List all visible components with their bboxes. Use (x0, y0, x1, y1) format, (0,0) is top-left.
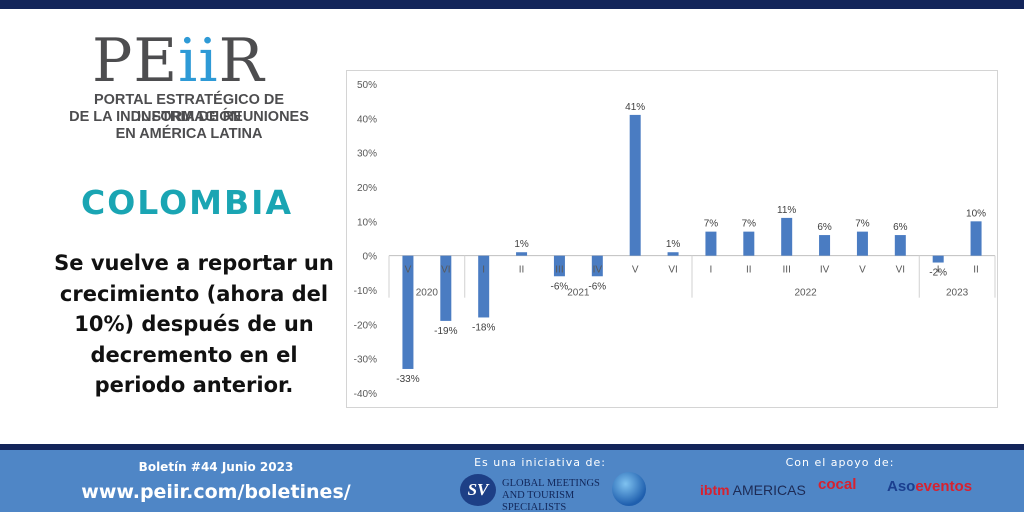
bar (781, 217, 793, 256)
bar (440, 255, 452, 321)
gmts-name: GLOBAL MEETINGS AND TOURISM SPECIALISTS (502, 478, 612, 512)
gmts-logo: SV GLOBAL MEETINGS AND TOURISM SPECIALIS… (460, 472, 650, 512)
y-tick-label: 30% (357, 149, 377, 160)
data-label: -6% (588, 281, 606, 292)
globe-icon (612, 472, 646, 506)
y-tick-label: 20% (357, 183, 377, 194)
data-label: 10% (966, 208, 986, 219)
x-tick-label: II (973, 265, 979, 276)
country-title: COLOMBIA (81, 183, 293, 222)
bar-chart-svg: 50% 40% 30% 20% 10% 0% -10% -20% -30% -40% -33% V -1… (354, 80, 996, 400)
bar (856, 231, 868, 256)
headline-text: Se vuelve a reportar un crecimiento (aho… (54, 251, 334, 397)
data-label: -6% (551, 281, 569, 292)
data-label: 7% (855, 219, 870, 230)
cocal-logo: cocal (818, 476, 857, 493)
data-label: 6% (893, 222, 908, 233)
footer-bar: Boletín #44 Junio 2023 www.peiir.com/bol… (0, 444, 1024, 512)
bar (819, 235, 831, 256)
x-tick-label: VI (896, 265, 905, 276)
bar (402, 255, 414, 369)
logo-tagline-line2: DE LA INDUSTRIA DE REUNIONES (69, 109, 309, 125)
x-tick-label: V (632, 265, 639, 276)
data-label: 7% (742, 219, 757, 230)
bar (894, 235, 906, 256)
logo-wordmark: PEiiR (92, 26, 265, 96)
x-tick-label: VI (441, 265, 450, 276)
y-tick-label: -40% (354, 389, 377, 400)
x-tick-label: V (859, 265, 866, 276)
bulletin-url-link[interactable]: www.peiir.com/boletines/ (81, 481, 351, 503)
bar (705, 231, 717, 256)
data-label: 41% (625, 102, 645, 113)
y-tick-label: -10% (354, 286, 377, 297)
data-label: 7% (704, 219, 719, 230)
x-tick-label: IV (820, 265, 830, 276)
logo-tagline-line3: EN AMÉRICA LATINA (115, 126, 263, 142)
bar (743, 231, 755, 256)
bar (667, 252, 679, 256)
support-label: Con el apoyo de: (785, 456, 895, 469)
bar (478, 255, 490, 318)
x-tick-label: V (405, 265, 412, 276)
ibtm-americas-logo: ibtm AMERICAS (700, 482, 806, 498)
data-label: -19% (434, 326, 457, 337)
y-tick-label: 0% (363, 252, 378, 263)
x-tick-label: III (555, 265, 563, 276)
x-tick-label: I (710, 265, 713, 276)
x-tick-label: II (746, 265, 752, 276)
x-tick-label: III (783, 265, 791, 276)
bar (932, 255, 944, 263)
bar-chart: 50% 40% 30% 20% 10% 0% -10% -20% -30% -40% -33% V -1… (346, 70, 998, 408)
y-tick-label: -30% (354, 355, 377, 366)
y-tick-label: 50% (357, 80, 377, 91)
data-label: 1% (666, 239, 681, 250)
data-label: 1% (514, 239, 529, 250)
data-label: 6% (817, 222, 832, 233)
gmts-mark-icon: SV (460, 474, 496, 506)
data-label: -18% (472, 322, 495, 333)
group-label: 2023 (946, 288, 969, 299)
asoeventos-logo: Asoeventos (887, 478, 973, 495)
x-tick-label: II (519, 265, 525, 276)
group-label: 2021 (567, 288, 590, 299)
x-tick-label: VI (668, 265, 677, 276)
data-label: -33% (396, 374, 419, 385)
peiir-logo: PEiiR PORTAL ESTRATÉGICO DE INFORMACIÓN … (58, 12, 320, 154)
bar (970, 221, 982, 256)
y-tick-label: -20% (354, 320, 377, 331)
y-tick-label: 40% (357, 114, 377, 125)
top-bar (0, 0, 1024, 9)
bar (629, 114, 641, 256)
group-label: 2020 (416, 288, 439, 299)
group-label: 2022 (795, 288, 818, 299)
bar (516, 252, 528, 256)
x-tick-label: IV (593, 265, 603, 276)
bulletin-label: Boletín #44 Junio 2023 (138, 460, 294, 474)
data-label: -2% (929, 268, 947, 279)
initiative-label: Es una iniciativa de: (474, 456, 606, 469)
y-tick-label: 10% (357, 217, 377, 228)
footer-stripe (0, 444, 1024, 450)
gmts-name-line2: AND TOURISM SPECIALISTS (502, 490, 575, 512)
data-label: 11% (777, 205, 796, 216)
x-tick-label: I (482, 265, 485, 276)
bar (591, 255, 603, 277)
bar (553, 255, 565, 277)
logo-tagline-line1: PORTAL ESTRATÉGICO DE INFORMACIÓN (93, 92, 285, 125)
x-tick-label: I (937, 265, 940, 276)
gmts-name-line1: GLOBAL MEETINGS (502, 478, 600, 489)
